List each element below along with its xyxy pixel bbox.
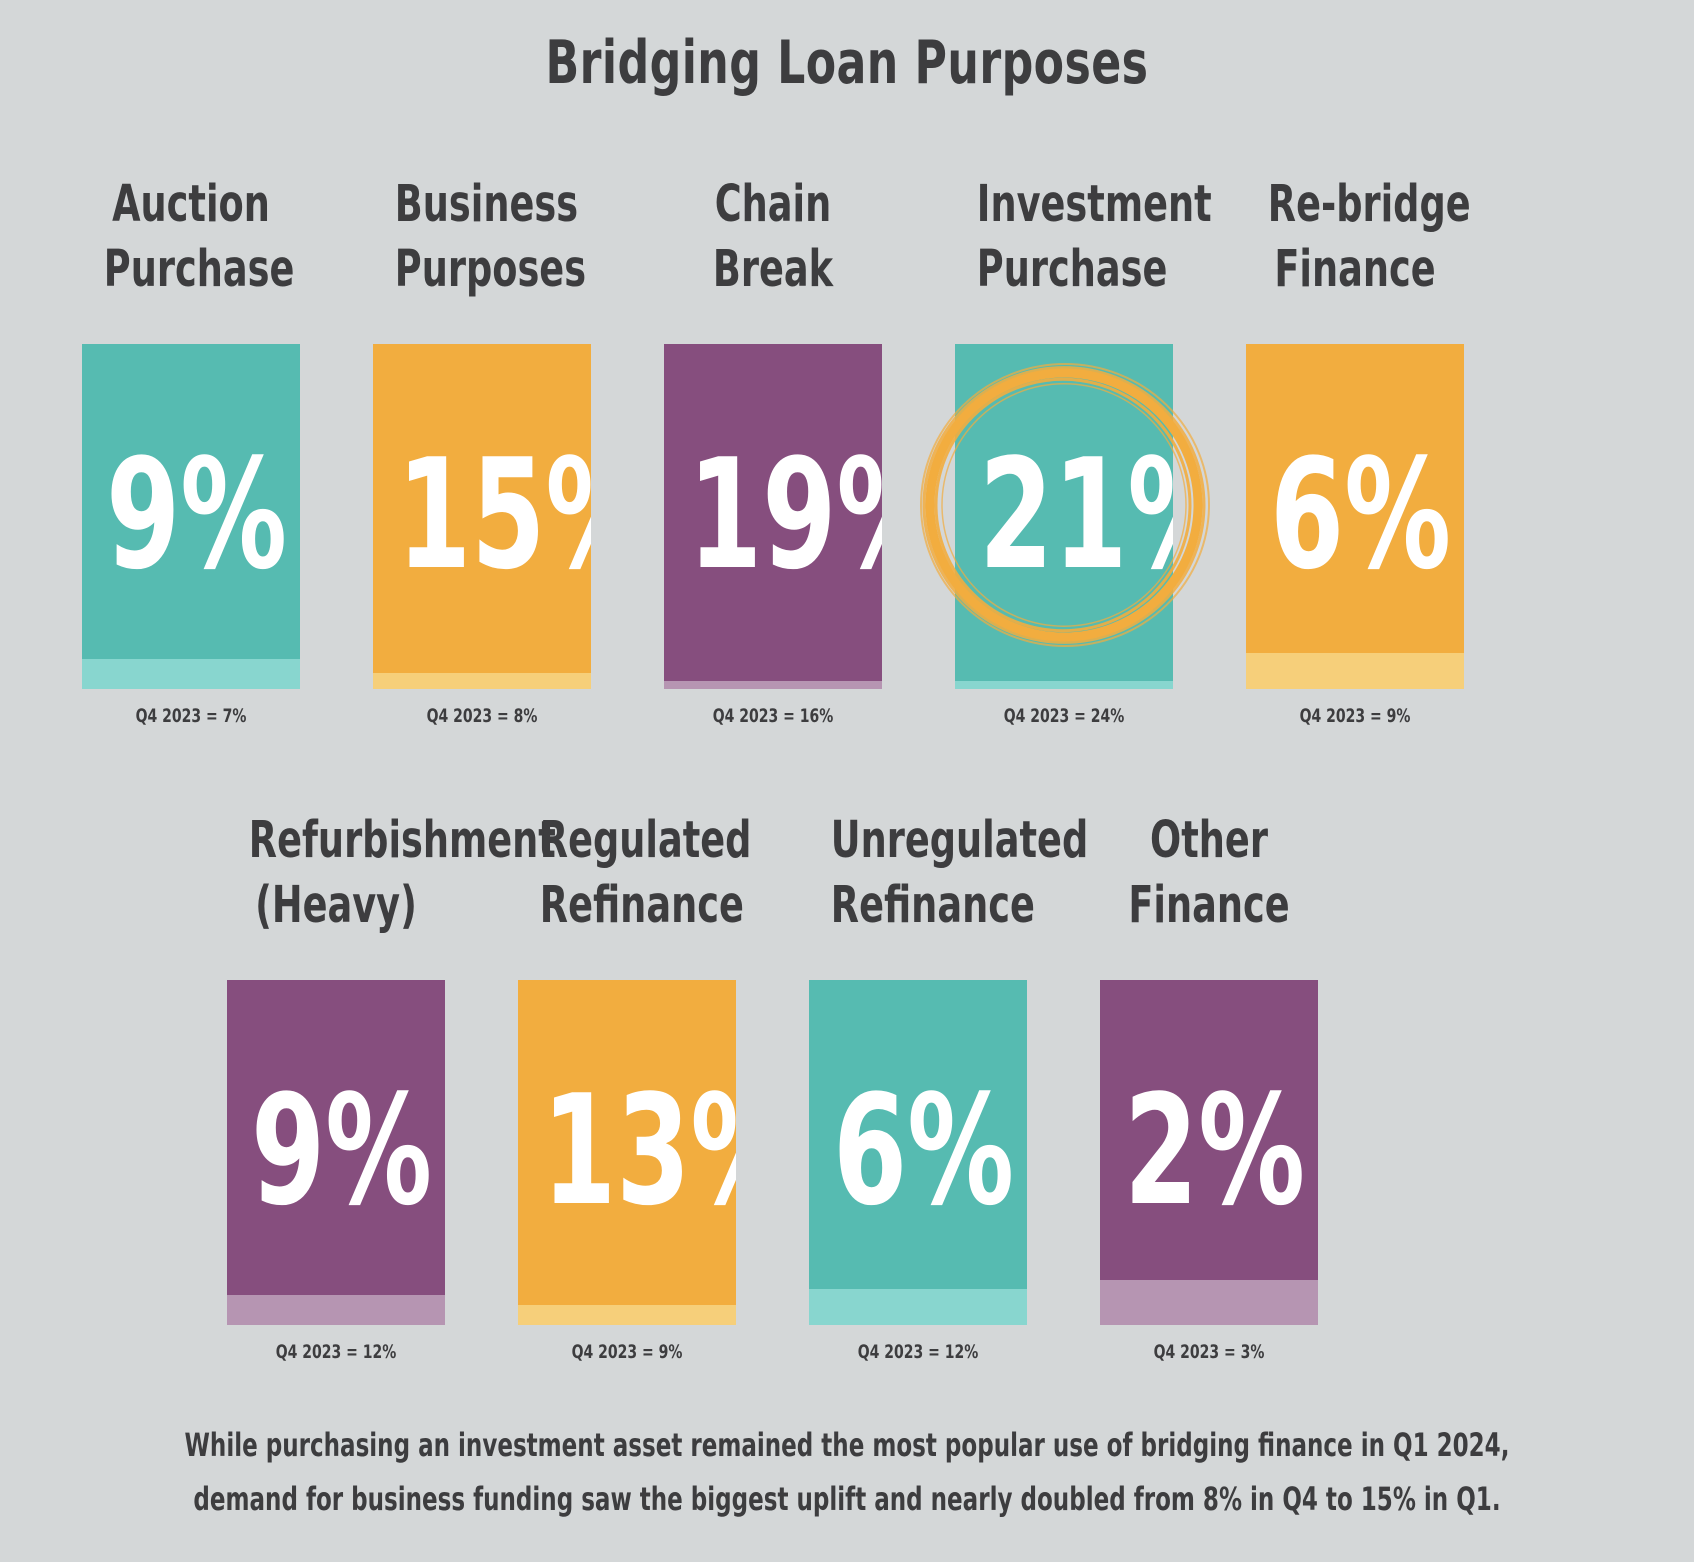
value-label: 6%: [1269, 426, 1452, 603]
q4-2023-label: Q4 2023 = 12%: [857, 1341, 979, 1363]
tile-label-line: Auction: [112, 175, 270, 234]
value-box: 19%: [664, 344, 882, 689]
tile-label-line: Refinance: [539, 876, 744, 935]
value-bar-fill: [1100, 980, 1318, 1280]
value-box: 13%: [518, 980, 736, 1325]
tile-label-line: Finance: [1128, 876, 1290, 935]
tile-label-line: (Heavy): [255, 876, 417, 935]
value-label: 6%: [832, 1062, 1015, 1239]
tile-label-line: Investment: [976, 175, 1212, 234]
tile-label-line: Purchase: [103, 240, 295, 299]
value-box: 9%: [227, 980, 445, 1325]
tile-label-line: Business: [394, 175, 579, 234]
q4-2023-label: Q4 2023 = 9%: [1299, 705, 1411, 727]
footnote-line-1: While purchasing an investment asset rem…: [184, 1426, 1510, 1464]
value-bar-fill: [82, 344, 300, 659]
value-bar-fill: [1246, 344, 1464, 653]
tile-label-line: Re-bridge: [1267, 175, 1471, 234]
footnote: While purchasing an investment asset rem…: [169, 1418, 1524, 1526]
q4-2023-label: Q4 2023 = 9%: [571, 1341, 683, 1363]
q4-2023-label: Q4 2023 = 8%: [426, 705, 538, 727]
q4-2023-label: Q4 2023 = 12%: [275, 1341, 397, 1363]
value-box: 6%: [1246, 344, 1464, 689]
value-bar-fill: [518, 980, 736, 1305]
value-box: 2%: [1100, 980, 1318, 1325]
tile-label-line: Refurbishment: [248, 811, 556, 870]
tile-label-line: Purchase: [976, 240, 1168, 299]
value-bar-fill: [664, 344, 882, 681]
tile-label-line: Unregulated: [830, 811, 1089, 870]
tile-label-line: Other: [1150, 811, 1268, 870]
value-label: 21%: [978, 426, 1173, 603]
footnote-line-2: demand for business funding saw the bigg…: [193, 1480, 1501, 1518]
value-label: 9%: [250, 1062, 433, 1239]
value-label: 2%: [1123, 1062, 1306, 1239]
value-label: 13%: [541, 1062, 736, 1239]
value-box: 15%: [373, 344, 591, 689]
value-box: 9%: [82, 344, 300, 689]
value-label: 9%: [105, 426, 288, 603]
q4-2023-label: Q4 2023 = 7%: [135, 705, 247, 727]
q4-2023-label: Q4 2023 = 24%: [1003, 705, 1125, 727]
tile-label-line: Finance: [1274, 240, 1436, 299]
tile-label-line: Refinance: [830, 876, 1035, 935]
value-bar-fill: [809, 980, 1027, 1289]
tile-label-line: Purposes: [394, 240, 587, 299]
value-bar-fill: [373, 344, 591, 673]
value-label: 15%: [396, 426, 591, 603]
value-label: 19%: [687, 426, 882, 603]
q4-2023-label: Q4 2023 = 3%: [1153, 1341, 1265, 1363]
chart-title: Bridging Loan Purposes: [545, 28, 1149, 98]
value-box: 6%: [809, 980, 1027, 1325]
value-bar-fill: [227, 980, 445, 1295]
tile-label-line: Chain: [714, 175, 832, 234]
q4-2023-label: Q4 2023 = 16%: [712, 705, 834, 727]
tile-label-line: Break: [712, 240, 834, 299]
tile-label-line: Regulated: [539, 811, 752, 870]
value-box: 21%: [955, 344, 1173, 689]
